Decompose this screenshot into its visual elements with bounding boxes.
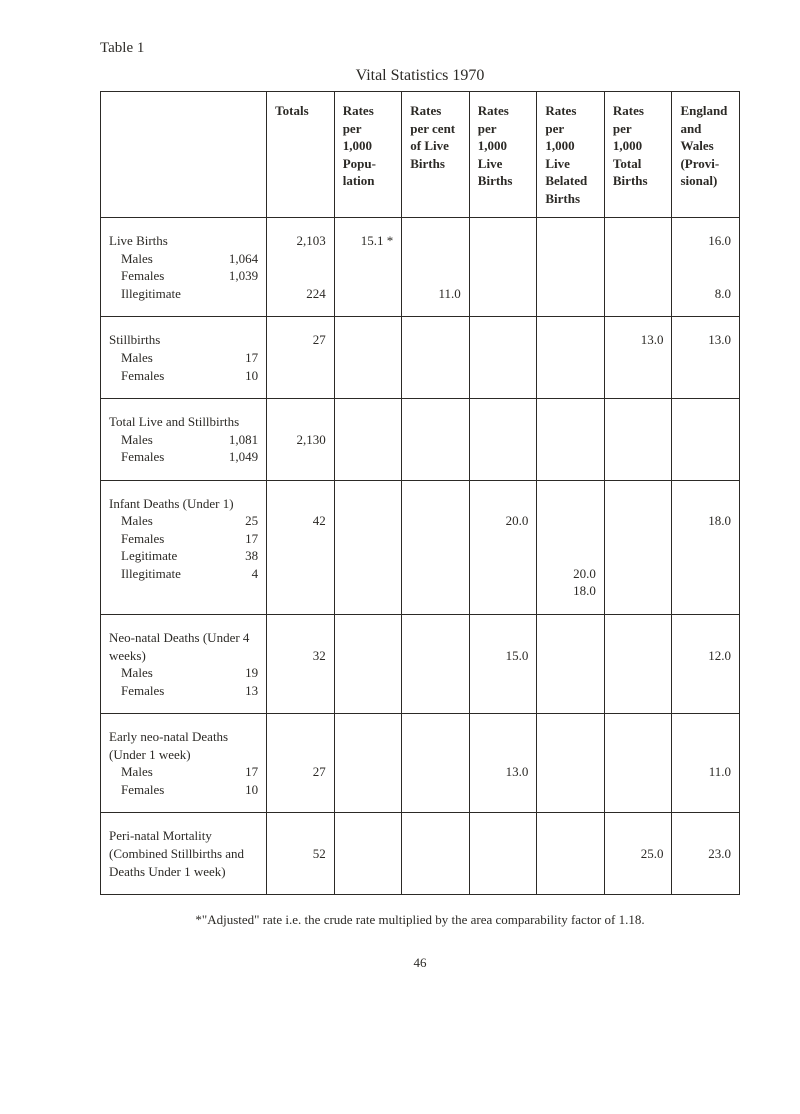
cell-value: 17 [218,763,258,781]
cell-value: 20.0 [545,565,596,583]
row-sublabel: Illegitimate [121,285,181,303]
cell-value: 12.0 [680,647,731,665]
cell-value: 1,049 [218,448,258,466]
cell-value: 15.0 [478,647,529,665]
cell-value: 2,130 [275,431,326,449]
row-sublabel: Legitimate [121,547,177,565]
cell-value: 27 [275,763,326,781]
col-header-rate-pct-live: Rates per cent of Live Births [402,92,470,218]
row-label: Early neo-natal Deaths (Under 1 week) [109,728,258,763]
cell-value: 13 [218,682,258,700]
cell-value: 8.0 [680,285,731,303]
cell-value: 42 [275,512,326,530]
table-row: Neo-natal Deaths (Under 4 weeks) Males 19… [101,615,740,714]
page-number: 46 [100,955,740,971]
col-header-blank [101,92,267,218]
row-label: Infant Deaths (Under 1) [109,495,258,513]
col-header-rate-total: Rates per 1,000 Total Births [604,92,672,218]
table-row: Infant Deaths (Under 1) Males 25 Females 1… [101,480,740,614]
col-header-rate-belated: Rates per 1,000 Live Belated Births [537,92,605,218]
cell-value: 15.1 * [343,232,394,250]
vital-stats-table: Totals Rates per 1,000 Popu- lation Rate… [100,91,740,895]
table-label: Table 1 [100,40,740,57]
row-sublabel: Females [121,367,164,385]
row-label: Total Live and Stillbirths [109,413,258,431]
cell-value: 17 [218,349,258,367]
cell-value: 1,064 [218,250,258,268]
row-label: Peri-natal Mortality (Combined Stillbirt… [109,827,258,880]
cell-value: 224 [275,285,326,303]
cell-value: 13.0 [613,331,664,349]
cell-value: 13.0 [680,331,731,349]
cell-value: 25 [218,512,258,530]
row-sublabel: Females [121,448,164,466]
cell-value: 4 [218,565,258,583]
col-header-rate-pop: Rates per 1,000 Popu- lation [334,92,402,218]
footnote: *"Adjusted" rate i.e. the crude rate mul… [100,911,740,929]
cell-value: 32 [275,647,326,665]
cell-value: 2,103 [275,232,326,250]
cell-value: 10 [218,781,258,799]
cell-value: 19 [218,664,258,682]
table-title: Vital Statistics 1970 [100,67,740,85]
col-header-totals: Totals [267,92,335,218]
cell-value: 52 [275,845,326,863]
table-row: Stillbirths Males 17 Females 10 27 13.0 13… [101,317,740,399]
cell-value: 18.0 [680,512,731,530]
cell-value: 18.0 [545,582,596,600]
cell-value: 27 [275,331,326,349]
row-sublabel: Females [121,267,164,285]
cell-value: 13.0 [478,763,529,781]
row-sublabel: Males [121,349,153,367]
table-row: Peri-natal Mortality (Combined Stillbirt… [101,813,740,895]
table-row: Live Births Males 1,064 Females 1,039 Ille… [101,218,740,317]
row-sublabel: Females [121,781,164,799]
cell-value: 38 [218,547,258,565]
cell-value: 11.0 [680,763,731,781]
cell-value: 11.0 [410,285,461,303]
row-sublabel: Males [121,431,153,449]
row-sublabel: Females [121,530,164,548]
row-sublabel: Males [121,512,153,530]
cell-value: 1,039 [218,267,258,285]
row-sublabel: Males [121,763,153,781]
cell-value: 17 [218,530,258,548]
col-header-eng-wales: England and Wales (Provi- sional) [672,92,740,218]
cell-value: 10 [218,367,258,385]
row-sublabel: Females [121,682,164,700]
cell-value: 25.0 [613,845,664,863]
table-row: Total Live and Stillbirths Males 1,081 Fe… [101,399,740,481]
row-label: Stillbirths [109,331,258,349]
cell-value: 23.0 [680,845,731,863]
row-sublabel: Illegitimate [121,565,181,583]
row-label: Neo-natal Deaths (Under 4 weeks) [109,629,258,664]
table-row: Early neo-natal Deaths (Under 1 week) Ma… [101,714,740,813]
row-label: Live Births [109,232,258,250]
col-header-rate-live: Rates per 1,000 Live Births [469,92,537,218]
row-sublabel: Males [121,664,153,682]
row-sublabel: Males [121,250,153,268]
cell-value: 16.0 [680,232,731,250]
cell-value: 20.0 [478,512,529,530]
cell-value: 1,081 [218,431,258,449]
